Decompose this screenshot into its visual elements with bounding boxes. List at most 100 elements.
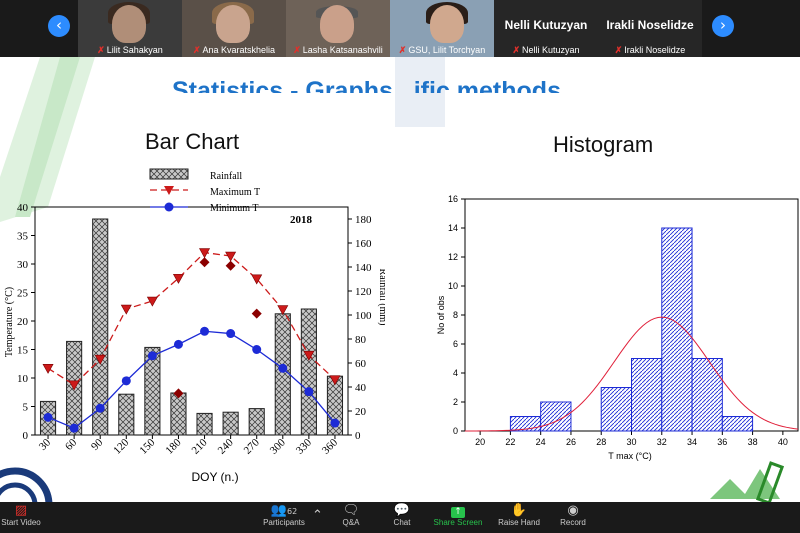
institution-logo: [710, 461, 785, 502]
bar-chart: 0 5 10 15 20 25 30 35 40 0 20 40 60 80 100 120 140 160 180…: [0, 197, 388, 497]
video-tile[interactable]: ✗ GSU, Lilit Torchyan: [390, 0, 494, 57]
bar-chart-legend: Rainfall Maximum T Minimum T: [149, 168, 260, 214]
max-t-point: [42, 364, 54, 374]
bar-chart-svg: 0 5 10 15 20 25 30 35 40 0 20 40 60 80 100 120 140 160 180…: [4, 202, 388, 484]
mic-muted-icon: ✗: [192, 45, 201, 55]
y-tick-label: 10: [17, 373, 29, 385]
min-t-point: [330, 418, 340, 428]
extra-point: [173, 388, 184, 399]
extra-point: [199, 257, 210, 268]
max-t-point: [225, 251, 237, 262]
histogram-bar: [631, 358, 663, 432]
x-tick-label: 24: [536, 437, 546, 447]
chevron-left-icon[interactable]: ‹: [48, 15, 70, 37]
video-tile[interactable]: ✗ Lilit Sahakyan: [78, 0, 182, 57]
max-t-point: [120, 304, 132, 315]
bar-chart-title: Bar Chart: [145, 129, 240, 154]
min-t-point: [95, 403, 105, 413]
max-t-point: [277, 305, 289, 316]
y2-tick-label: 140: [355, 262, 372, 274]
x-tick-label: 330: [294, 436, 315, 457]
video-tile[interactable]: ✗ Lasha Katsanashvili: [286, 0, 390, 57]
tile-label: ✗ Ana Kvaratskhelia: [182, 45, 286, 56]
histogram-chart: 0 2 4 6 8 10 12 14 16 20 22 24 26 28 30 32 34 36 38 40 No of…: [430, 187, 800, 467]
x-tick-label: 20: [475, 437, 485, 447]
histogram-bar: [661, 227, 693, 432]
tile-label: ✗ Lasha Katsanashvili: [286, 45, 390, 56]
histogram-title: Histogram: [553, 132, 654, 157]
mic-muted-icon: ✗: [293, 45, 301, 55]
extra-point: [251, 308, 262, 319]
min-t-point: [173, 339, 183, 349]
shared-slide: Statistics - Graphs...ific methods Bar C…: [0, 57, 800, 502]
y-tick-label: 15: [17, 345, 29, 357]
qa-button[interactable]: 🗨 Q&A: [334, 503, 368, 527]
x-tick-label: 300: [268, 436, 289, 457]
min-t-point: [278, 363, 288, 373]
x-tick-label: 90: [89, 436, 106, 453]
participant-strip: ‹ ✗ Lilit Sahakyan ✗ Ana Kvaratskhelia ✗ La…: [0, 0, 800, 57]
tile-label: ✗ Nelli Kutuzyan: [494, 45, 598, 56]
legend-swatch-rainfall: [149, 168, 189, 180]
y2-tick-label: 100: [355, 310, 372, 322]
rainfall-bar: [274, 313, 291, 436]
participants-label: Participants: [263, 518, 305, 527]
name-tile[interactable]: Nelli Kutuzyan ✗ Nelli Kutuzyan: [494, 0, 598, 57]
legend-label: Rainfall: [210, 171, 242, 182]
y-tick-label: 8: [453, 310, 458, 320]
y-axis-label: No of obs: [436, 295, 446, 334]
mic-muted-icon: ✗: [512, 45, 520, 55]
x-tick-label: 180: [163, 436, 184, 457]
x-tick-label: 34: [687, 437, 697, 447]
min-t-point: [121, 376, 131, 386]
participants-icon: 👥62: [270, 503, 298, 518]
mic-muted-icon: ✗: [398, 45, 407, 55]
chat-button[interactable]: 💬 Chat: [386, 503, 418, 527]
start-video-button[interactable]: ▨ Start Video: [0, 503, 42, 527]
name-tile[interactable]: Irakli Noselidze ✗ Irakli Noselidze: [598, 0, 702, 57]
x-tick-label: 60: [63, 436, 80, 453]
x-tick-label: 36: [717, 437, 727, 447]
slide-heading: Statistics - Graphs...ific methods: [172, 77, 561, 105]
x-axis-label: T max (°C): [608, 451, 651, 461]
rainfall-bar: [248, 408, 265, 436]
video-tile[interactable]: ✗ Ana Kvaratskhelia: [182, 0, 286, 57]
participants-button[interactable]: 👥62 Participants: [258, 503, 310, 527]
x-tick-label: 120: [111, 436, 132, 457]
y-tick-label: 20: [17, 316, 29, 328]
legend-label: Minimum T: [210, 203, 258, 214]
participant-face: [216, 5, 250, 43]
rainfall-bar: [118, 393, 135, 436]
min-t-point: [69, 423, 79, 433]
max-t-point: [94, 354, 106, 365]
share-screen-button[interactable]: ↑ Share Screen: [432, 503, 484, 527]
slide-decoration: [0, 57, 445, 222]
participant-name: Lilit Sahakyan: [106, 45, 163, 55]
mic-muted-icon: ✗: [614, 45, 623, 55]
y2-tick-label: 40: [355, 382, 367, 394]
y-tick-label: 25: [17, 288, 29, 300]
x-tick-label: 40: [778, 437, 788, 447]
x-tick-label: 150: [137, 436, 158, 457]
min-t-point: [200, 326, 210, 336]
participants-menu-button[interactable]: ⌃: [312, 508, 323, 523]
raise-hand-button[interactable]: ✋ Raise Hand: [496, 503, 542, 527]
max-t-point: [146, 296, 158, 307]
legend-label: Maximum T: [210, 187, 260, 198]
y-tick-label: 2: [453, 397, 458, 407]
y-tick-label: 35: [17, 231, 29, 243]
qa-icon: 🗨: [342, 503, 360, 518]
y2-tick-label: 20: [355, 406, 367, 418]
max-t-point: [303, 350, 315, 361]
y-tick-label: 16: [448, 194, 458, 204]
y2-tick-label: 120: [355, 286, 372, 298]
record-button[interactable]: ◉ Record: [554, 503, 592, 527]
y-axis-label: Temperature (°C): [4, 287, 15, 357]
raise-hand-label: Raise Hand: [498, 518, 540, 527]
max-t-line: [47, 251, 336, 386]
y-tick-label: 30: [17, 259, 29, 271]
rainfall-bar: [170, 392, 187, 436]
chevron-right-icon[interactable]: ›: [712, 15, 734, 37]
y2-tick-label: 0: [355, 430, 361, 442]
